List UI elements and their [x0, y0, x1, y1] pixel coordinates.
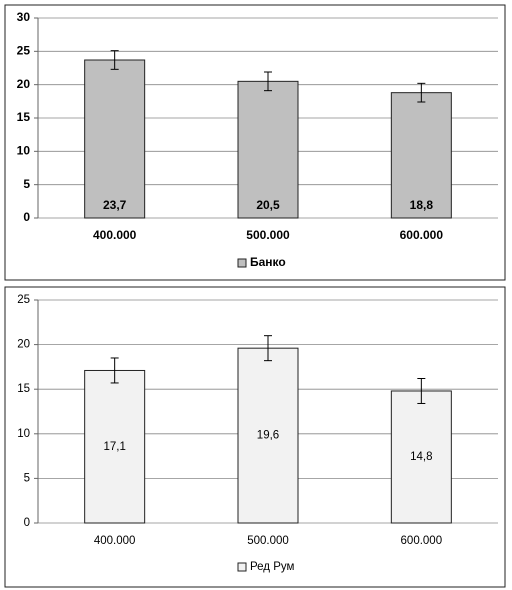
- y-tick-label: 20: [17, 339, 30, 351]
- y-tick-label: 25: [17, 294, 30, 306]
- y-tick-label: 0: [24, 517, 30, 529]
- y-tick-label: 10: [17, 144, 31, 158]
- value-label: 18,8: [410, 198, 434, 212]
- value-label: 17,1: [103, 441, 125, 453]
- x-tick-label: 600.000: [401, 535, 443, 547]
- legend-swatch: [237, 258, 247, 268]
- chart-panel: 0 5 10 15 20 25 30 400.000 500.000 600.000 23,7 20,…: [4, 4, 506, 281]
- y-tick-label: 25: [17, 44, 31, 58]
- bar: [237, 347, 299, 524]
- error-bar: [264, 71, 272, 92]
- y-tick-label: 15: [17, 383, 30, 395]
- legend-swatch: [237, 562, 247, 572]
- value-label: 23,7: [103, 198, 127, 212]
- value-label: 14,8: [410, 451, 432, 463]
- y-tick-label: 0: [23, 210, 30, 224]
- x-tick-label: 500.000: [246, 228, 290, 242]
- x-tick-label: 400.000: [93, 228, 137, 242]
- y-tick-label: 30: [17, 10, 31, 24]
- y-tick-label: 5: [24, 472, 30, 484]
- legend-label: Ред Рум: [250, 561, 295, 573]
- y-tick-label: 10: [17, 428, 30, 440]
- x-tick-label: 400.000: [94, 535, 136, 547]
- y-tick-label: 5: [23, 177, 30, 191]
- value-label: 20,5: [256, 198, 280, 212]
- bar: [84, 369, 146, 524]
- error-bar: [110, 357, 119, 384]
- value-label: 19,6: [257, 430, 279, 442]
- bar: [390, 390, 452, 524]
- chart-panel: 0 5 10 15 20 25 400.000 500.000 600.000 17,1 19,6 1…: [4, 286, 506, 588]
- bar: [84, 59, 146, 219]
- error-bar: [417, 377, 426, 404]
- x-tick-label: 600.000: [400, 228, 444, 242]
- y-tick-label: 20: [17, 77, 31, 91]
- y-tick-label: 15: [17, 110, 31, 124]
- x-tick-label: 500.000: [247, 535, 289, 547]
- error-bar: [417, 82, 426, 103]
- legend-label: Банко: [250, 255, 286, 269]
- error-bar: [110, 50, 119, 70]
- error-bar: [264, 335, 272, 362]
